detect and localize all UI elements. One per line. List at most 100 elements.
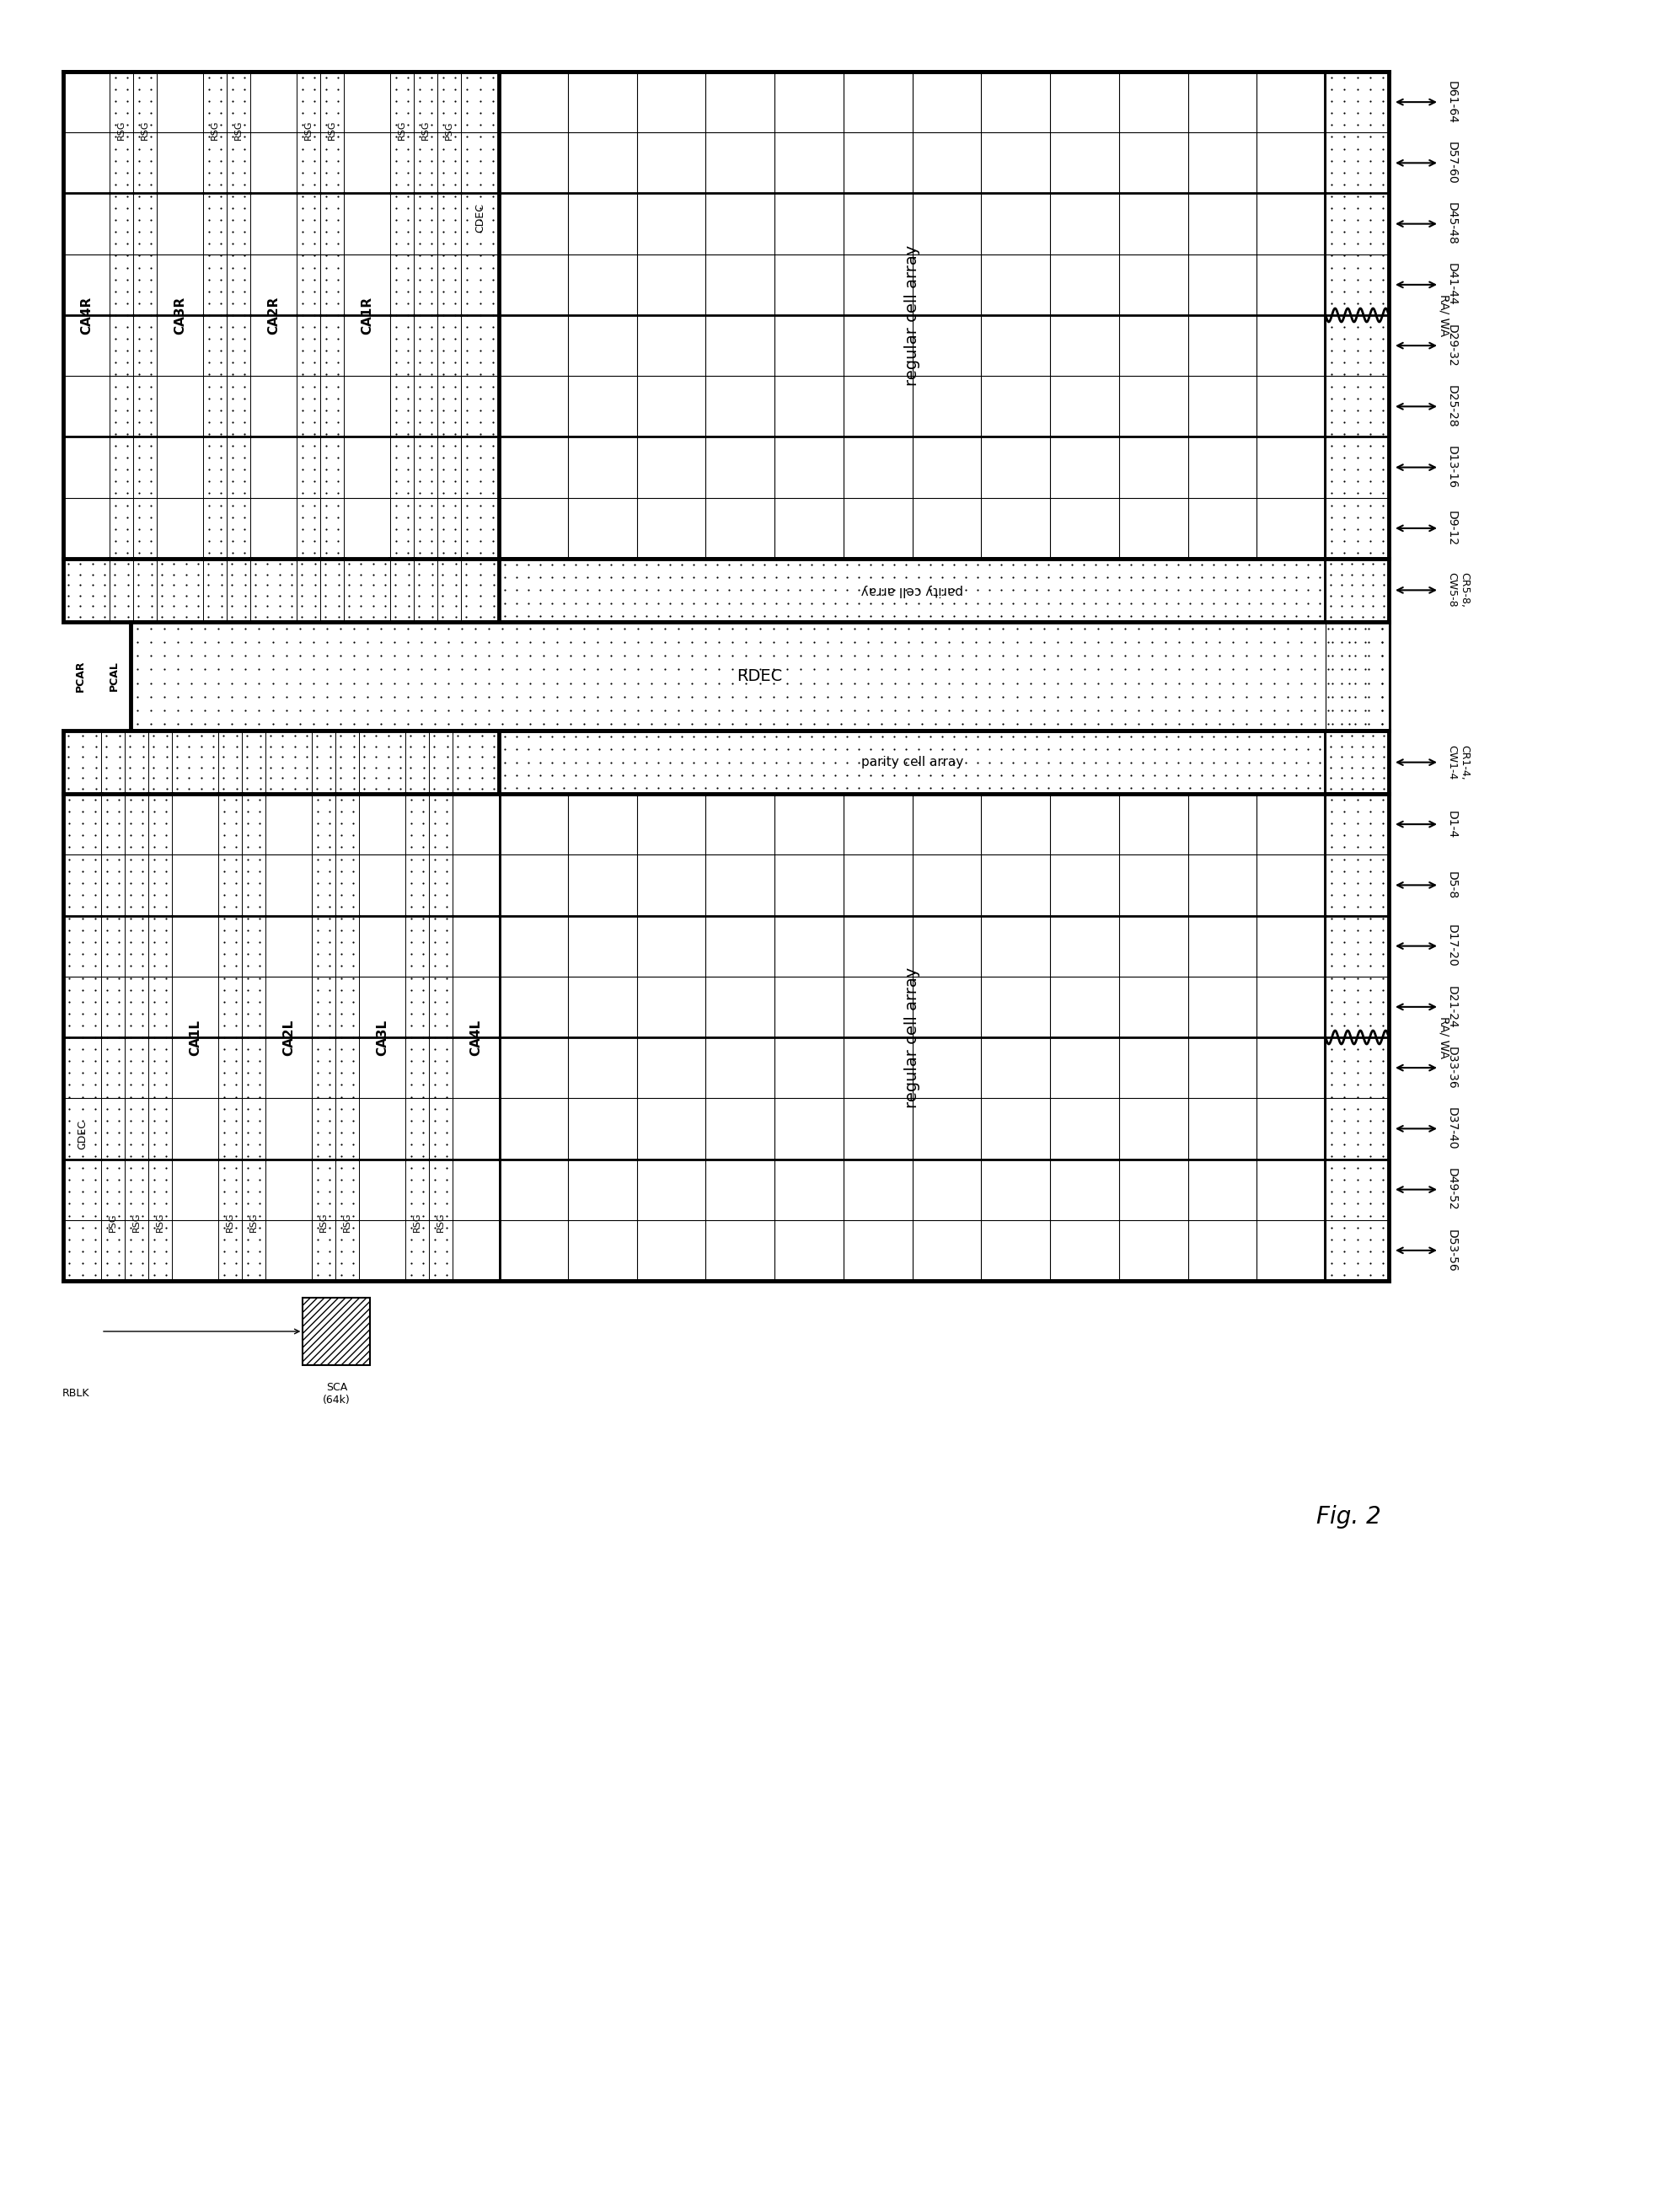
Point xyxy=(341,772,367,807)
Point xyxy=(940,586,967,622)
Point xyxy=(448,706,475,741)
Point xyxy=(289,588,316,624)
Point xyxy=(922,692,948,728)
Point xyxy=(801,653,827,688)
Point xyxy=(407,71,434,106)
Point xyxy=(1247,679,1274,714)
Point xyxy=(405,577,432,613)
Point xyxy=(153,876,179,911)
Text: CR1-4,
CW1-4: CR1-4, CW1-4 xyxy=(1447,745,1470,781)
Point xyxy=(289,71,316,106)
Point xyxy=(118,1104,145,1139)
Point xyxy=(301,666,327,701)
Point xyxy=(575,732,601,768)
Point xyxy=(585,653,611,688)
Point xyxy=(289,429,316,465)
Point xyxy=(243,566,269,602)
Point xyxy=(857,546,884,582)
Point xyxy=(988,745,1015,781)
Point xyxy=(407,465,434,500)
Point xyxy=(776,560,802,595)
Point xyxy=(399,1009,425,1044)
Point xyxy=(68,794,95,830)
Point xyxy=(246,1199,272,1234)
Point xyxy=(1319,1115,1345,1150)
Text: PCAL: PCAL xyxy=(108,661,120,692)
Point xyxy=(301,95,327,131)
Point xyxy=(130,1055,156,1091)
Point xyxy=(422,936,448,971)
Point xyxy=(952,732,978,768)
Point xyxy=(324,204,350,239)
Point xyxy=(419,416,445,451)
Point xyxy=(1357,1115,1384,1150)
Point xyxy=(716,770,742,805)
Point xyxy=(1357,476,1384,511)
Point xyxy=(118,1055,145,1091)
Point xyxy=(538,597,565,633)
Point xyxy=(56,914,83,949)
Point xyxy=(457,772,483,807)
Point xyxy=(442,511,468,546)
Point xyxy=(234,854,261,889)
Point xyxy=(1000,597,1026,633)
Point xyxy=(453,95,480,131)
Bar xyxy=(243,794,266,1281)
Point xyxy=(1271,770,1297,805)
Point xyxy=(1023,757,1050,792)
Point xyxy=(799,745,826,781)
Point xyxy=(219,215,246,250)
Point xyxy=(231,285,257,321)
Point xyxy=(196,261,223,296)
Point xyxy=(1106,732,1133,768)
Point xyxy=(787,757,814,792)
Point xyxy=(407,285,434,321)
Point xyxy=(644,573,671,608)
Point xyxy=(1129,586,1156,622)
Point xyxy=(430,334,457,369)
Point xyxy=(56,818,83,854)
Point xyxy=(1294,757,1320,792)
Point xyxy=(882,745,909,781)
Point xyxy=(950,653,977,688)
Point xyxy=(301,500,327,535)
Point xyxy=(125,546,151,582)
Point xyxy=(341,949,367,984)
Point xyxy=(1164,732,1191,768)
Point xyxy=(952,560,978,595)
Point xyxy=(289,239,316,274)
Point xyxy=(219,429,246,465)
Point xyxy=(103,239,130,274)
Point xyxy=(151,637,178,672)
Point xyxy=(811,586,837,622)
Point xyxy=(327,1079,354,1115)
Point xyxy=(272,624,299,659)
Point xyxy=(68,876,95,911)
Point xyxy=(1335,706,1362,741)
Point xyxy=(1370,1175,1397,1210)
Point xyxy=(196,119,223,155)
Point xyxy=(161,566,188,602)
Point xyxy=(125,577,151,613)
Point xyxy=(178,706,204,741)
Point xyxy=(1357,261,1384,296)
Point xyxy=(68,1175,95,1210)
Point xyxy=(681,560,708,595)
Point xyxy=(1271,546,1297,582)
Point xyxy=(882,706,909,741)
Point xyxy=(81,1044,108,1079)
Point xyxy=(341,761,367,796)
Point xyxy=(1329,761,1355,796)
Point xyxy=(231,261,257,296)
Point xyxy=(395,155,422,190)
Point xyxy=(1319,1256,1345,1292)
Point xyxy=(1357,321,1384,356)
Point xyxy=(1357,108,1384,144)
Point xyxy=(704,546,731,582)
Point xyxy=(196,429,223,465)
Point xyxy=(430,416,457,451)
Point xyxy=(977,624,1003,659)
Point xyxy=(480,310,507,345)
Point xyxy=(611,706,638,741)
Point xyxy=(1206,666,1232,701)
